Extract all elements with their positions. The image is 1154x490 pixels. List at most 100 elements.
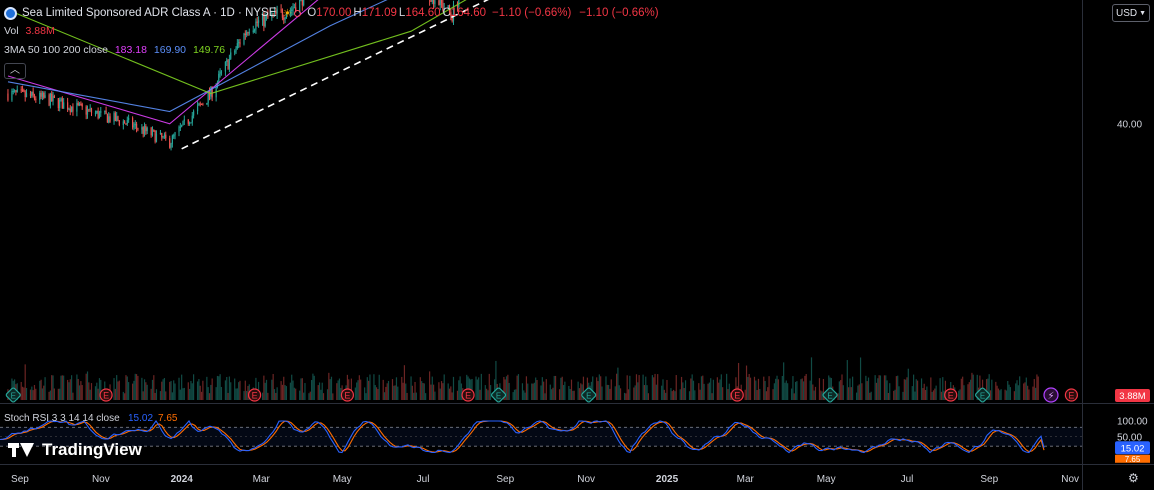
time-axis-tick: Sep [11, 474, 29, 485]
volume-bar [505, 376, 508, 400]
candle-body [226, 60, 228, 62]
volume-bar [169, 381, 171, 400]
candle-body [137, 128, 139, 130]
upcoming-event-marker [1043, 387, 1059, 403]
volume-bar [88, 382, 90, 400]
volume-legend[interactable]: Vol 3.88M [4, 25, 55, 37]
candle-body [31, 91, 33, 97]
volume-bar [985, 379, 988, 400]
volume-bar [749, 377, 752, 400]
candle-body [162, 136, 164, 138]
volume-bar [759, 388, 761, 400]
open-label: O [307, 7, 317, 19]
volume-bar [552, 387, 554, 400]
volume-bar [821, 391, 823, 400]
volume-bar [504, 379, 506, 400]
volume-bar [1008, 384, 1010, 400]
volume-bar [97, 388, 99, 400]
volume-bar [33, 385, 36, 400]
volume-bar [289, 382, 291, 400]
volume-bar [206, 376, 208, 400]
volume-bar [783, 362, 785, 400]
volume-bar [794, 381, 797, 400]
stoch-rsi-k-value: 15.02 [128, 413, 153, 424]
volume-bar [820, 390, 822, 400]
rsi-k-box [1115, 441, 1150, 455]
currency-button[interactable]: USD ▼ [1112, 4, 1150, 22]
volume-bar [41, 388, 44, 400]
candle-body [89, 108, 91, 110]
candle-body [178, 127, 180, 133]
change-value: −1.10 (−0.66%) [492, 7, 572, 19]
candle-body [442, 2, 444, 10]
candle-body [12, 90, 14, 92]
candle-body [100, 111, 102, 113]
volume-bar [443, 374, 445, 400]
close-value: 164.60 [450, 7, 487, 19]
volume-bar [360, 379, 362, 400]
volume-bar [57, 388, 59, 400]
candle-body [94, 112, 97, 114]
time-axis-tick: Sep [980, 474, 998, 485]
volume-bar [655, 384, 657, 400]
gear-icon[interactable]: ⚙ [1128, 471, 1139, 485]
symbol-title[interactable]: Sea Limited Sponsored ADR Class A · 1D ·… [22, 7, 277, 19]
symbol-logo-icon [4, 6, 17, 20]
volume-bar [1034, 387, 1037, 400]
candle-body [191, 115, 193, 123]
collapse-legend-button[interactable]: ︿ [4, 63, 26, 79]
dividend-marker-label: E [586, 392, 591, 401]
candle-body [303, 0, 305, 6]
volume-bar [634, 385, 636, 400]
volume-bar [486, 388, 488, 400]
volume-bar [135, 374, 138, 400]
volume-bar [272, 373, 274, 400]
tradingview-logo[interactable]: TradingView [8, 440, 142, 460]
candle-body [261, 13, 264, 21]
candle-body [105, 110, 107, 114]
volume-bar [694, 390, 696, 400]
earnings-marker-label: E [948, 391, 954, 401]
volume-bar [68, 382, 70, 400]
candle-body [267, 14, 269, 18]
volume-bar [967, 384, 969, 400]
high-value: 171.09 [361, 7, 397, 19]
volume-bar [781, 375, 783, 400]
volume-bar [568, 385, 570, 400]
volume-bar [562, 385, 565, 400]
volume-bar [151, 379, 154, 400]
volume-bar [987, 378, 989, 400]
volume-bar [859, 357, 862, 400]
volume-bar [849, 378, 851, 400]
volume-bar [809, 380, 811, 400]
volume-bar [192, 374, 195, 400]
volume-bar [597, 381, 599, 400]
price-axis-separator [1082, 0, 1083, 490]
volume-bar [507, 374, 509, 400]
volume-bar [429, 371, 431, 400]
candle-body [106, 113, 109, 123]
ma-legend[interactable]: 3MA 50 100 200 close 183.18 169.90 149.7… [4, 44, 225, 56]
volume-bar [609, 388, 611, 400]
volume-bar [627, 389, 630, 400]
candle-body [452, 4, 455, 22]
volume-bar [313, 375, 315, 400]
volume-bar [861, 383, 863, 400]
volume-bar [874, 375, 876, 400]
candle-body [72, 106, 74, 112]
volume-bar [43, 385, 45, 400]
candle-body [283, 17, 285, 20]
volume-bar [281, 384, 284, 400]
volume-bar [764, 380, 766, 400]
volume-bar [841, 374, 843, 400]
volume-bar [629, 375, 631, 400]
earnings-marker [944, 388, 958, 402]
earnings-marker-label: E [1068, 391, 1074, 401]
volume-bar [63, 375, 65, 400]
volume-bar [1037, 376, 1039, 400]
volume-bar [916, 380, 919, 400]
dividend-marker [975, 387, 991, 403]
candle-body [451, 15, 453, 22]
volume-bar [942, 377, 944, 400]
